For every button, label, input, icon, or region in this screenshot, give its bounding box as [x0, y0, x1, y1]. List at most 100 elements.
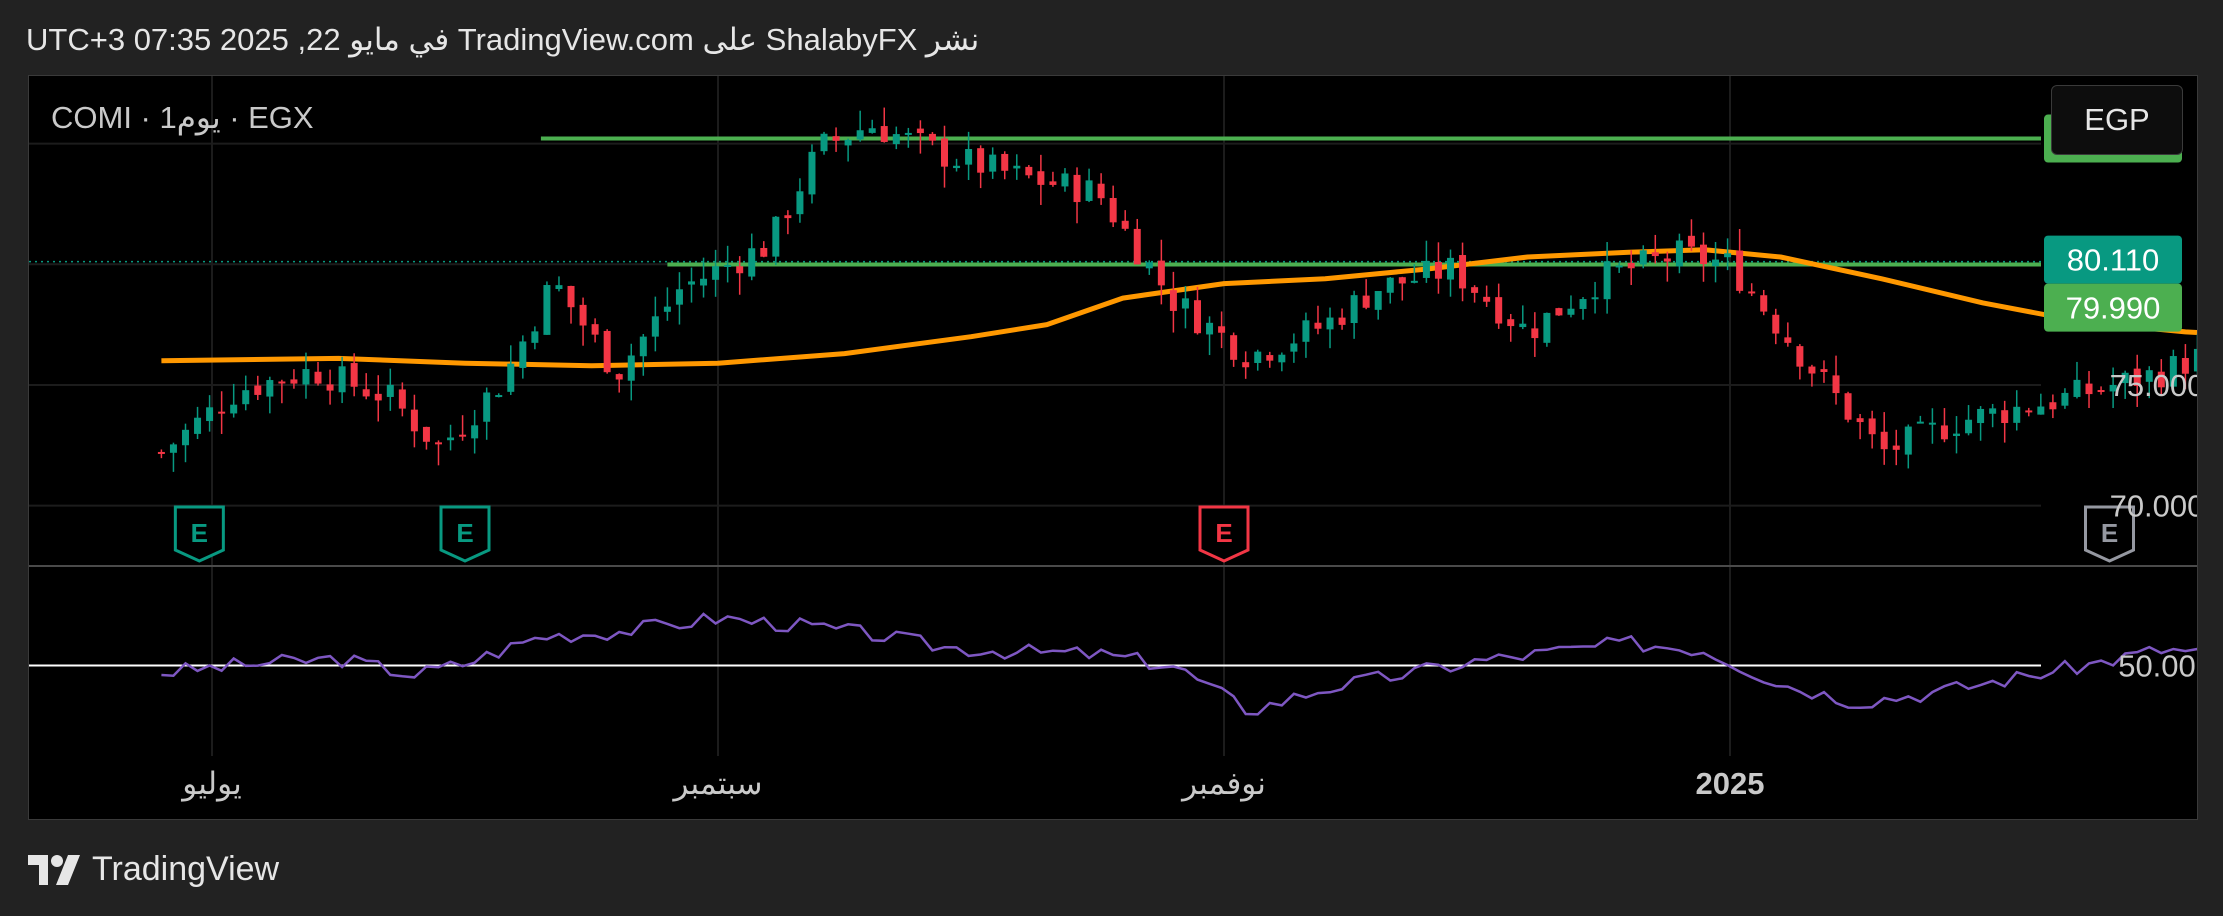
candle-69 — [989, 147, 997, 179]
candle-149 — [1952, 416, 1960, 454]
candle-body — [410, 409, 418, 432]
candle-body — [916, 128, 924, 134]
event-badge — [2084, 505, 2135, 563]
candle-body — [531, 331, 539, 343]
candle-body — [1483, 296, 1491, 302]
candle-21 — [410, 394, 418, 448]
candle-body — [1507, 319, 1515, 327]
candle-body — [1567, 308, 1575, 315]
candle-75 — [1061, 168, 1069, 192]
candle-65 — [940, 125, 948, 188]
candle-88 — [1218, 311, 1226, 349]
published-header: نشر ShalabyFX على TradingView.com في ماي… — [26, 22, 980, 57]
candle-body — [1157, 260, 1165, 286]
candle-43 — [675, 272, 683, 325]
candle-body — [760, 247, 768, 257]
candle-body — [1796, 346, 1804, 367]
candle-23 — [434, 440, 442, 466]
price-chart[interactable]: EEEED⚡EE يوليوسبتمبرنوفمبر2025مارسمايويو… — [29, 76, 2197, 819]
candle-35 — [579, 297, 587, 346]
rsi-reference-label: 50.00 — [2118, 649, 2196, 684]
candle-169 — [2193, 333, 2197, 375]
candle-body — [157, 451, 165, 454]
candle-body — [459, 434, 467, 437]
event-letter: E — [1215, 518, 1232, 548]
candle-33 — [555, 276, 563, 292]
candle-41 — [651, 296, 659, 352]
candle-49 — [748, 233, 756, 281]
candle-body — [1121, 220, 1129, 229]
candle-37 — [603, 329, 611, 374]
candle-77 — [1085, 168, 1093, 203]
candle-body — [904, 132, 912, 135]
candle-139 — [1832, 355, 1840, 405]
candle-151 — [1977, 406, 1985, 441]
candle-body — [687, 281, 695, 285]
candle-body — [1820, 369, 1828, 372]
candle-6 — [230, 383, 238, 418]
candle-92 — [1266, 351, 1274, 368]
candle-72 — [1025, 164, 1033, 179]
axes: يوليوسبتمبرنوفمبر2025مارسمايويوليوسبتمبر… — [180, 114, 2197, 802]
candle-20 — [398, 382, 406, 417]
event-badge — [1198, 505, 1250, 563]
candle-142 — [1868, 410, 1876, 449]
candle-body — [1579, 299, 1587, 309]
candle-body — [651, 316, 659, 337]
x-tick-label-0: يوليو — [180, 766, 241, 802]
candle-body — [2157, 371, 2165, 388]
currency-button[interactable]: EGP — [2051, 85, 2183, 155]
candle-body — [1591, 297, 1599, 300]
candle-163 — [2121, 370, 2129, 399]
candle-body — [1410, 280, 1418, 283]
candle-119 — [1591, 281, 1599, 314]
candle-body — [700, 278, 708, 286]
candle-body — [1808, 366, 1816, 374]
candle-38 — [615, 373, 623, 393]
event-marker-earnings-0: E — [173, 505, 225, 563]
candle-42 — [663, 287, 671, 321]
candle-159 — [2073, 361, 2081, 399]
candle-body — [1109, 197, 1117, 223]
candle-67 — [965, 131, 973, 181]
candle-140 — [1844, 391, 1852, 423]
candle-63 — [916, 120, 924, 154]
candle-body — [1350, 295, 1358, 324]
candle-85 — [1181, 285, 1189, 329]
candle-137 — [1808, 364, 1816, 387]
candle-body — [1001, 153, 1009, 171]
x-tick-label-3: 2025 — [1696, 766, 1765, 801]
candle-130 — [1724, 238, 1732, 271]
candle-body — [1193, 300, 1201, 334]
event-marker-earnings-3: E — [2084, 505, 2135, 563]
candle-body — [398, 389, 406, 409]
y-tick-label-1: 70.000 — [2110, 489, 2197, 524]
candle-8 — [254, 375, 262, 400]
footer-brand[interactable]: TradingView — [28, 850, 279, 889]
candle-body — [965, 149, 973, 165]
candle-body — [386, 384, 394, 397]
candle-146 — [1916, 415, 1924, 424]
candle-116 — [1555, 307, 1563, 316]
candle-body — [362, 389, 370, 397]
candle-54 — [808, 144, 816, 204]
candle-body — [338, 366, 346, 393]
candle-2 — [181, 423, 189, 463]
candle-96 — [1314, 305, 1322, 335]
candle-body — [1434, 262, 1442, 279]
candle-body — [1037, 171, 1045, 185]
candle-body — [856, 130, 864, 140]
candle-body — [724, 264, 732, 267]
chart-frame[interactable]: EEEED⚡EE يوليوسبتمبرنوفمبر2025مارسمايويو… — [28, 75, 2198, 820]
candle-108 — [1459, 242, 1467, 302]
candle-body — [1603, 261, 1611, 300]
candle-body — [543, 285, 551, 335]
candle-body — [1362, 295, 1370, 308]
candle-150 — [1965, 405, 1973, 436]
candle-body — [422, 426, 430, 442]
moving-average — [161, 247, 2197, 369]
candle-162 — [2109, 367, 2117, 409]
candle-148 — [1940, 408, 1948, 443]
candle-body — [989, 154, 997, 172]
candle-125 — [1663, 251, 1671, 282]
